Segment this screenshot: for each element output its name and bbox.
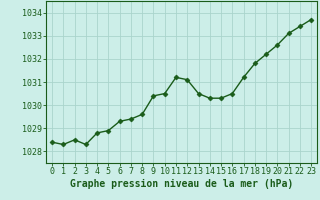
X-axis label: Graphe pression niveau de la mer (hPa): Graphe pression niveau de la mer (hPa): [70, 179, 293, 189]
